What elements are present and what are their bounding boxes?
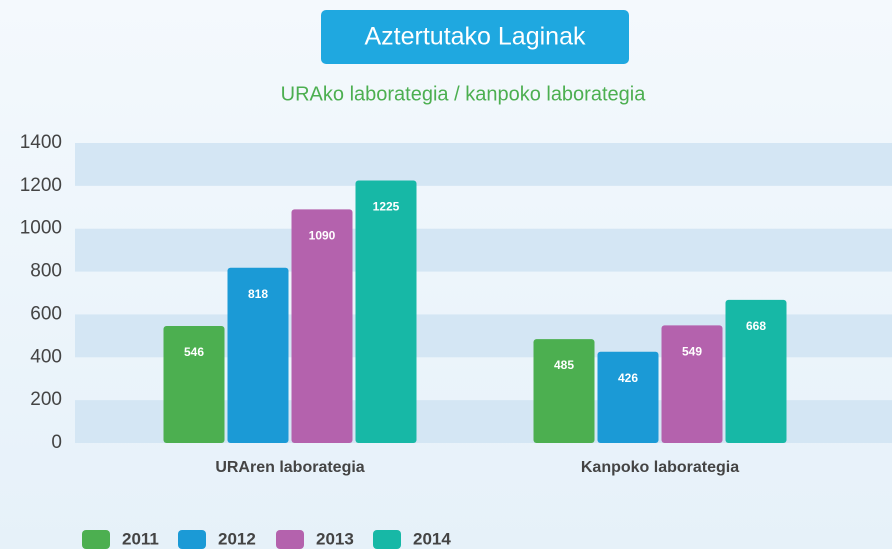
legend-label: 2011 bbox=[122, 529, 159, 548]
legend-label: 2012 bbox=[218, 529, 256, 548]
bar bbox=[291, 209, 353, 443]
data-label: 485 bbox=[554, 358, 574, 372]
y-tick-label: 200 bbox=[30, 389, 62, 410]
bar bbox=[533, 339, 595, 443]
bar bbox=[597, 351, 659, 443]
y-tick-label: 1400 bbox=[20, 132, 62, 153]
legend-swatch bbox=[373, 530, 401, 549]
data-label: 546 bbox=[184, 345, 204, 359]
data-label: 668 bbox=[746, 319, 766, 333]
y-tick-label: 800 bbox=[30, 261, 62, 282]
grid-band bbox=[75, 143, 892, 186]
y-tick-label: 0 bbox=[51, 432, 62, 453]
title-box bbox=[321, 10, 629, 64]
data-label: 549 bbox=[682, 345, 702, 359]
y-tick-label: 600 bbox=[30, 303, 62, 324]
legend-label: 2014 bbox=[413, 529, 451, 548]
bar bbox=[355, 180, 417, 443]
legend-swatch bbox=[82, 530, 110, 549]
x-tick-label: URAren laborategia bbox=[215, 459, 364, 476]
grid-band bbox=[75, 228, 892, 272]
bar bbox=[725, 299, 787, 443]
data-label: 818 bbox=[248, 287, 268, 301]
y-tick-label: 400 bbox=[30, 346, 62, 367]
legend-swatch bbox=[276, 530, 304, 549]
chart-title: Aztertutako Laginak bbox=[365, 23, 586, 51]
data-label: 1225 bbox=[373, 200, 400, 214]
chart-subtitle: URAko laborategia / kanpoko laborategia bbox=[281, 83, 647, 105]
bar bbox=[163, 326, 225, 443]
data-label: 1090 bbox=[309, 229, 336, 243]
y-tick-label: 1000 bbox=[20, 218, 62, 239]
x-tick-label: Kanpoko laborategia bbox=[581, 459, 739, 476]
legend-swatch bbox=[178, 530, 206, 549]
y-tick-label: 1200 bbox=[20, 175, 62, 196]
bar bbox=[227, 267, 289, 443]
bar bbox=[661, 325, 723, 443]
data-label: 426 bbox=[618, 371, 638, 385]
legend-label: 2013 bbox=[316, 529, 354, 548]
